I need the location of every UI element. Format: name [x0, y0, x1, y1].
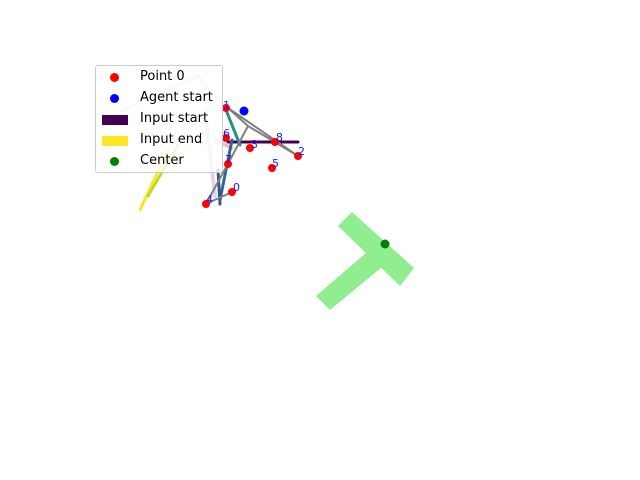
path-points: [202, 104, 302, 208]
legend-item-input-end: Input end: [96, 130, 222, 150]
point-5: [268, 164, 276, 172]
point-0: [228, 188, 236, 196]
blue-dot-icon: [110, 94, 119, 103]
legend-item-agent-start: Agent start: [96, 88, 222, 108]
legend-label: Input end: [140, 132, 203, 147]
point-1: [222, 104, 230, 112]
point-label: 1: [223, 99, 230, 112]
point-6: [222, 134, 230, 142]
red-dot-icon: [110, 73, 119, 82]
legend-item-point0: Point 0: [96, 67, 222, 87]
target-shape: [316, 212, 414, 310]
legend-label: Input start: [140, 111, 209, 126]
legend-item-center: Center: [96, 151, 222, 171]
point-label: 8: [276, 131, 283, 144]
point-label: 0: [233, 181, 240, 194]
point-8: [271, 138, 279, 146]
point-4: [202, 200, 210, 208]
purple-bar-icon: [102, 115, 128, 125]
center-marker: [380, 239, 390, 249]
point-label: 5: [272, 157, 279, 170]
point-label: 3: [251, 138, 258, 151]
point-label: 6: [223, 127, 230, 140]
point-label: 4: [206, 193, 213, 206]
point-3: [246, 144, 254, 152]
point-label: 2: [298, 145, 305, 158]
legend-label: Agent start: [140, 90, 213, 105]
legend-item-input-start: Input start: [96, 109, 222, 129]
point-2: [294, 152, 302, 160]
yellow-bar-icon: [102, 136, 128, 146]
legend: Point 0 Agent start Input start Input en…: [95, 65, 223, 173]
agent-start-marker: [239, 106, 249, 116]
point-7: [224, 160, 232, 168]
input-stroke: [218, 138, 234, 202]
legend-label: Point 0: [140, 69, 185, 84]
legend-label: Center: [140, 153, 184, 168]
point-labels: 0 1 2 3 4 5 6 7 8: [206, 99, 305, 206]
input-stroke: [224, 108, 242, 147]
point-label: 7: [225, 153, 232, 166]
green-dot-icon: [110, 157, 119, 166]
